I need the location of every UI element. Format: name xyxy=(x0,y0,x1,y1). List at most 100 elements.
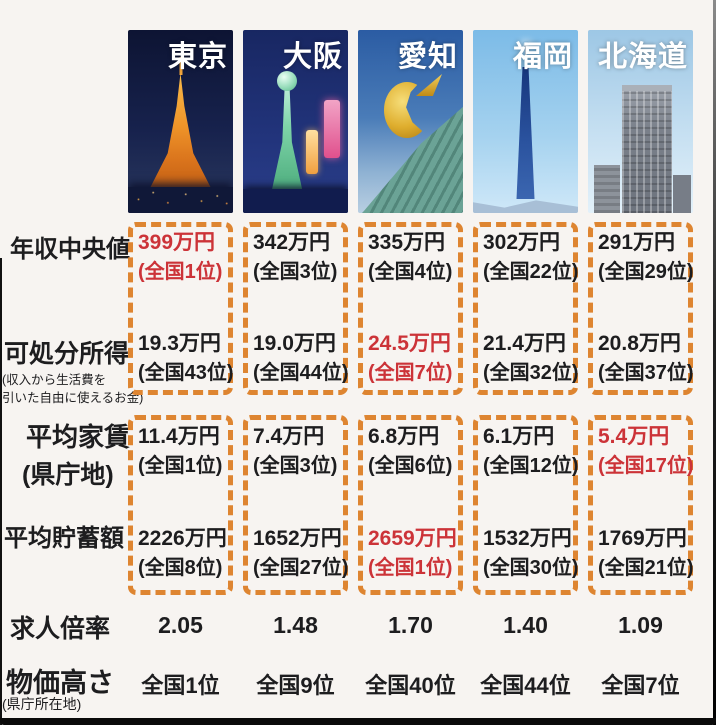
metrics-box-fukuoka-rent-group: 6.1万円 (全国12位) 1532万円 (全国30位) xyxy=(473,415,579,595)
income-rank: (全国29位) xyxy=(598,261,694,283)
savings-rank: (全国1位) xyxy=(368,557,453,579)
savings-value: 2659万円 xyxy=(368,527,457,550)
income-value: 291万円 xyxy=(598,231,676,254)
cell-disposable-hokkaido: 20.8万円 (全国37位) xyxy=(598,329,694,387)
row-label-price-level-note: (県庁所在地) xyxy=(2,696,82,712)
cell-income-tokyo: 399万円 (全国1位) xyxy=(138,228,223,286)
cell-jobs-fukuoka: 1.40 xyxy=(503,612,548,638)
building-icon xyxy=(594,165,620,213)
cell-jobs-aichi: 1.70 xyxy=(388,612,433,638)
income-rank: (全国1位) xyxy=(138,261,223,283)
cell-rent-tokyo: 11.4万円 (全国1位) xyxy=(138,422,223,480)
metrics-box-osaka-rent-group: 7.4万円 (全国3位) 1652万円 (全国27位) xyxy=(243,415,349,595)
neon-sign-icon xyxy=(324,100,340,158)
cell-prices-hokkaido: 全国7位 xyxy=(601,673,680,698)
prefecture-name-osaka: 大阪 xyxy=(282,41,343,73)
cell-rent-fukuoka: 6.1万円 (全国12位) xyxy=(483,422,579,480)
golden-shachihoko-tail-icon xyxy=(416,74,442,96)
tsutenkaku-tower-icon xyxy=(272,85,303,189)
day-sky-background xyxy=(473,30,578,213)
savings-rank: (全国27位) xyxy=(253,557,349,579)
rent-value: 6.1万円 xyxy=(483,425,555,448)
night-sky-background xyxy=(128,30,233,213)
cell-prices-osaka: 全国9位 xyxy=(256,673,335,698)
cell-income-fukuoka: 302万円 (全国22位) xyxy=(483,228,579,286)
disposable-rank: (全国32位) xyxy=(483,362,579,384)
cell-disposable-osaka: 19.0万円 (全国44位) xyxy=(253,329,349,387)
fukuoka-photo: 福岡 xyxy=(473,30,578,213)
cell-jobs-hokkaido: 1.09 xyxy=(618,612,663,638)
frame-left-border xyxy=(0,258,2,725)
cell-prices-aichi: 全国40位 xyxy=(365,673,456,698)
cell-rent-hokkaido: 5.4万円 (全国17位) xyxy=(598,422,694,480)
savings-value: 1769万円 xyxy=(598,527,687,550)
row-label-average-rent-sub: (県庁地) xyxy=(22,461,114,489)
cell-savings-tokyo: 2226万円 (全国8位) xyxy=(138,524,227,582)
city-skyline-icon xyxy=(243,189,348,213)
tokyo-photo: 東京 xyxy=(128,30,233,213)
frame-right-border xyxy=(713,0,716,725)
metrics-box-hokkaido-income-group: 291万円 (全国29位) 20.8万円 (全国37位) xyxy=(588,222,694,395)
rent-rank: (全国1位) xyxy=(138,455,223,477)
cell-prices-fukuoka: 全国44位 xyxy=(480,673,571,698)
cell-disposable-aichi: 24.5万円 (全国7位) xyxy=(368,329,453,387)
metrics-box-osaka-income-group: 342万円 (全国3位) 19.0万円 (全国44位) xyxy=(243,222,349,395)
note-line-1: (収入から生活費を xyxy=(2,373,107,387)
metrics-box-aichi-rent-group: 6.8万円 (全国6位) 2659万円 (全国1位) xyxy=(358,415,463,595)
disposable-value: 24.5万円 xyxy=(368,332,451,355)
income-rank: (全国22位) xyxy=(483,261,579,283)
income-value: 335万円 xyxy=(368,231,446,254)
fukuoka-tower-icon xyxy=(516,67,535,199)
rent-value: 6.8万円 xyxy=(368,425,440,448)
savings-value: 1652万円 xyxy=(253,527,342,550)
disposable-rank: (全国37位) xyxy=(598,362,694,384)
disposable-rank: (全国7位) xyxy=(368,362,453,384)
row-label-price-level: 物価高さ xyxy=(6,668,114,698)
building-icon xyxy=(673,175,691,213)
aichi-photo: 愛知 xyxy=(358,30,463,213)
hokkaido-photo: 北海道 xyxy=(588,30,693,213)
row-label-median-income: 年収中央値 xyxy=(10,236,130,263)
cell-rent-osaka: 7.4万円 (全国3位) xyxy=(253,422,338,480)
metrics-box-fukuoka-income-group: 302万円 (全国22位) 21.4万円 (全国32位) xyxy=(473,222,579,395)
savings-rank: (全国8位) xyxy=(138,557,223,579)
disposable-value: 19.0万円 xyxy=(253,332,336,355)
cell-income-osaka: 342万円 (全国3位) xyxy=(253,228,338,286)
rent-rank: (全国6位) xyxy=(368,455,453,477)
night-sky-background xyxy=(243,30,348,213)
rent-rank: (全国17位) xyxy=(598,455,694,477)
note-line-2: 引いた自由に使えるお金) xyxy=(2,391,144,405)
cell-income-aichi: 335万円 (全国4位) xyxy=(368,228,453,286)
rent-value: 11.4万円 xyxy=(138,425,220,448)
metrics-box-aichi-income-group: 335万円 (全国4位) 24.5万円 (全国7位) xyxy=(358,222,463,395)
income-value: 399万円 xyxy=(138,231,216,254)
income-value: 342万円 xyxy=(253,231,331,254)
row-label-average-savings: 平均貯蓄額 xyxy=(4,525,124,552)
metrics-box-tokyo-income-group: 399万円 (全国1位) 19.3万円 (全国43位) xyxy=(128,222,234,395)
tokyo-tower-antenna-icon xyxy=(179,57,182,75)
cell-savings-aichi: 2659万円 (全国1位) xyxy=(368,524,457,582)
rent-rank: (全国3位) xyxy=(253,455,338,477)
city-lights-icon xyxy=(128,179,233,213)
savings-value: 1532万円 xyxy=(483,527,572,550)
rent-value: 7.4万円 xyxy=(253,425,325,448)
disposable-rank: (全国44位) xyxy=(253,362,349,384)
cell-income-hokkaido: 291万円 (全国29位) xyxy=(598,228,694,286)
jr-tower-building-icon xyxy=(622,91,672,213)
day-sky-background xyxy=(358,30,463,213)
savings-rank: (全国30位) xyxy=(483,557,579,579)
rent-value: 5.4万円 xyxy=(598,425,670,448)
row-label-disposable-income-note: (収入から生活費を 引いた自由に使えるお金) xyxy=(2,371,143,407)
savings-rank: (全国21位) xyxy=(598,557,694,579)
day-sky-background xyxy=(588,30,693,213)
row-label-disposable-income: 可処分所得 xyxy=(4,340,130,368)
cell-disposable-tokyo: 19.3万円 (全国43位) xyxy=(138,329,234,387)
row-label-job-ratio: 求人倍率 xyxy=(10,615,111,643)
cell-savings-osaka: 1652万円 (全国27位) xyxy=(253,524,349,582)
income-rank: (全国4位) xyxy=(368,261,453,283)
savings-value: 2226万円 xyxy=(138,527,227,550)
osaka-photo: 大阪 xyxy=(243,30,348,213)
tokyo-tower-icon xyxy=(148,73,213,191)
prefecture-name-aichi: 愛知 xyxy=(397,41,458,73)
